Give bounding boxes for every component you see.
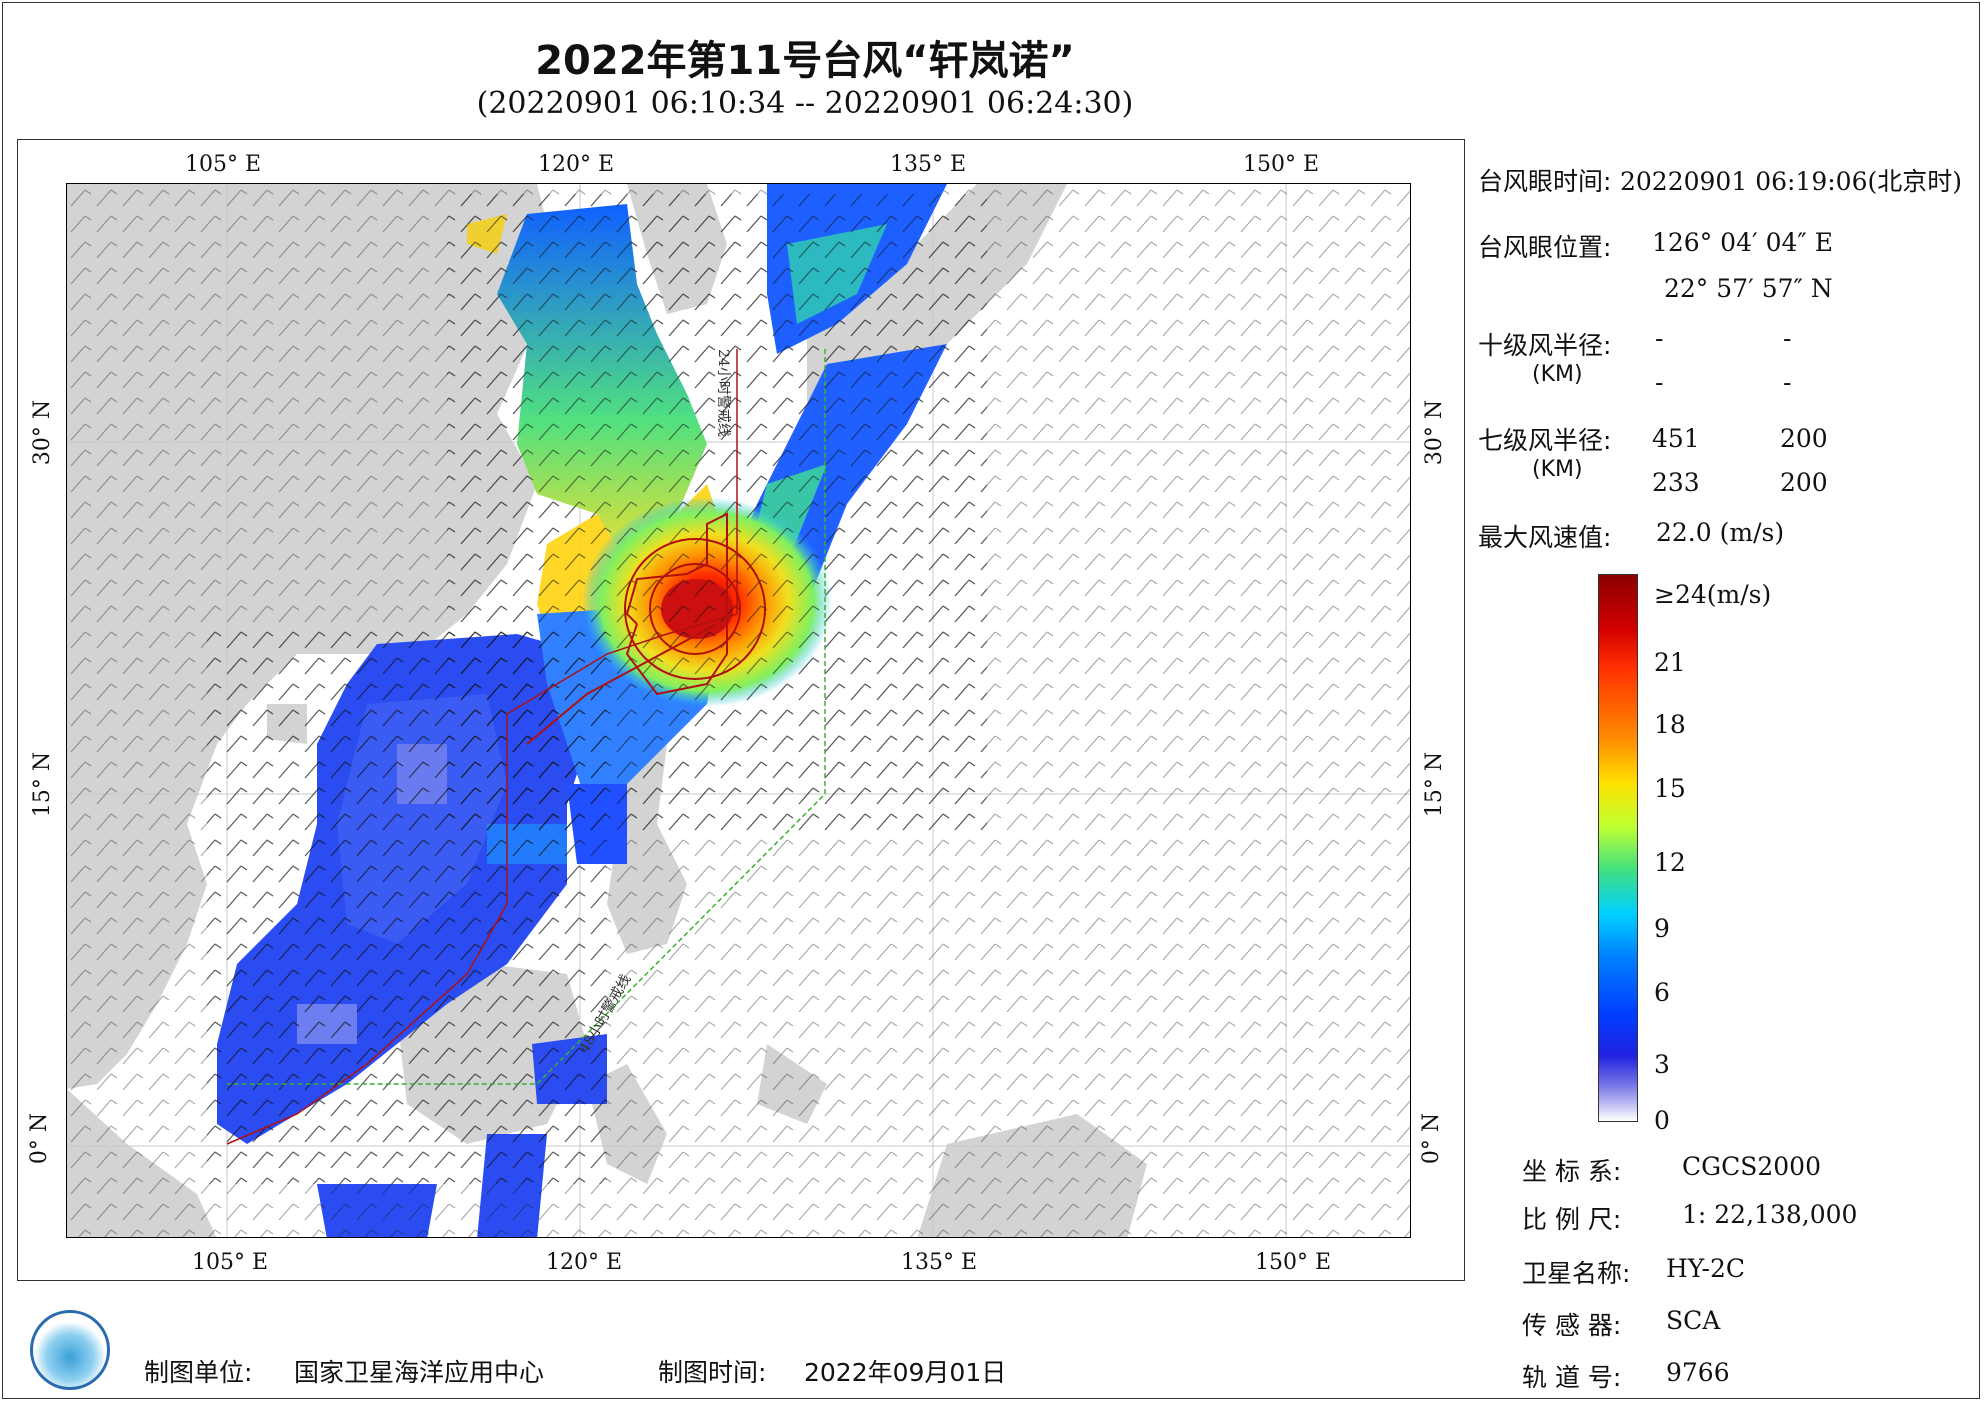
sensor-label: 传 感 器:	[1522, 1311, 1622, 1340]
eye-time-label: 台风眼时间:	[1478, 167, 1612, 196]
satellite-value: HY-2C	[1666, 1254, 1746, 1283]
r7-value: 233	[1652, 468, 1700, 497]
legend-label: 18	[1654, 710, 1686, 739]
top-lon-tick: 135° E	[890, 152, 967, 177]
date-label: 制图时间:	[658, 1358, 767, 1387]
legend-label: 15	[1654, 774, 1686, 803]
bottom-lon-tick: 150° E	[1255, 1250, 1332, 1275]
orbit-label: 轨 道 号:	[1522, 1363, 1622, 1392]
right-lat-tick: 30° N	[1422, 399, 1448, 466]
page-title: 2022年第11号台风“轩岚诺”	[535, 38, 1075, 84]
top-lon-tick: 105° E	[185, 152, 262, 177]
bottom-lon-tick: 135° E	[901, 1250, 978, 1275]
crs-value: CGCS2000	[1682, 1152, 1821, 1181]
r7-value: 200	[1780, 424, 1828, 453]
wind-barbs-south	[207, 624, 607, 1184]
max-wind-label: 最大风速值:	[1478, 523, 1612, 552]
time-range-subtitle: (20220901 06:10:34 -- 20220901 06:24:30)	[476, 86, 1134, 121]
org-value: 国家卫星海洋应用中心	[294, 1358, 545, 1387]
r10-value: -	[1655, 324, 1664, 353]
left-lat-tick: 0° N	[27, 1112, 53, 1165]
map-svg: 24小时警戒线 48小时警戒线	[67, 184, 1410, 1237]
crs-label: 坐 标 系:	[1522, 1157, 1622, 1186]
map-frame	[17, 139, 1465, 1281]
eye-time-value: 20220901 06:19:06(北京时)	[1620, 167, 1962, 196]
legend-label: 3	[1654, 1050, 1670, 1079]
r10-value: -	[1783, 324, 1792, 353]
legend-label: 6	[1654, 978, 1670, 1007]
right-lat-tick: 0° N	[1419, 1112, 1445, 1165]
wind-speed-colorbar	[1598, 574, 1638, 1122]
legend-label: 21	[1654, 648, 1686, 677]
org-label: 制图单位:	[144, 1358, 253, 1387]
legend-label: 0	[1654, 1106, 1670, 1135]
legend-label: 12	[1654, 848, 1686, 877]
typhoon-track	[526, 512, 766, 745]
top-lon-tick: 120° E	[538, 152, 615, 177]
nsoas-logo	[30, 1310, 110, 1390]
right-lat-tick: 15° N	[1422, 751, 1448, 818]
eye-longitude: 126° 04′ 04″ E	[1652, 228, 1833, 257]
bottom-lon-tick: 105° E	[192, 1250, 269, 1275]
r10-value: -	[1783, 368, 1792, 397]
scale-label: 比 例 尺:	[1522, 1205, 1622, 1234]
r10-unit: (KM)	[1532, 362, 1583, 387]
legend-label: ≥24(m/s)	[1654, 580, 1772, 609]
eye-position-label: 台风眼位置:	[1478, 233, 1612, 262]
scale-value: 1: 22,138,000	[1682, 1200, 1858, 1229]
r7-value: 451	[1652, 424, 1700, 453]
date-value: 2022年09月01日	[804, 1358, 1007, 1387]
warning-line-24h-label: 24小时警戒线	[715, 349, 731, 437]
r7-label: 七级风半径:	[1478, 426, 1612, 455]
bottom-lon-tick: 120° E	[546, 1250, 623, 1275]
eye-latitude: 22° 57′ 57″ N	[1664, 274, 1833, 303]
warning-lines	[226, 349, 826, 1145]
r10-value: -	[1655, 368, 1664, 397]
r10-label: 十级风半径:	[1478, 331, 1612, 360]
satellite-label: 卫星名称:	[1522, 1259, 1631, 1288]
top-lon-tick: 150° E	[1243, 152, 1320, 177]
left-lat-tick: 30° N	[30, 399, 56, 466]
left-lat-tick: 15° N	[30, 751, 56, 818]
r7-unit: (KM)	[1532, 457, 1583, 482]
map-panel: 24小时警戒线 48小时警戒线	[66, 183, 1411, 1238]
r7-value: 200	[1780, 468, 1828, 497]
legend-label: 9	[1654, 914, 1670, 943]
sensor-value: SCA	[1666, 1306, 1721, 1335]
orbit-value: 9766	[1666, 1358, 1730, 1387]
max-wind-value: 22.0 (m/s)	[1656, 518, 1785, 547]
